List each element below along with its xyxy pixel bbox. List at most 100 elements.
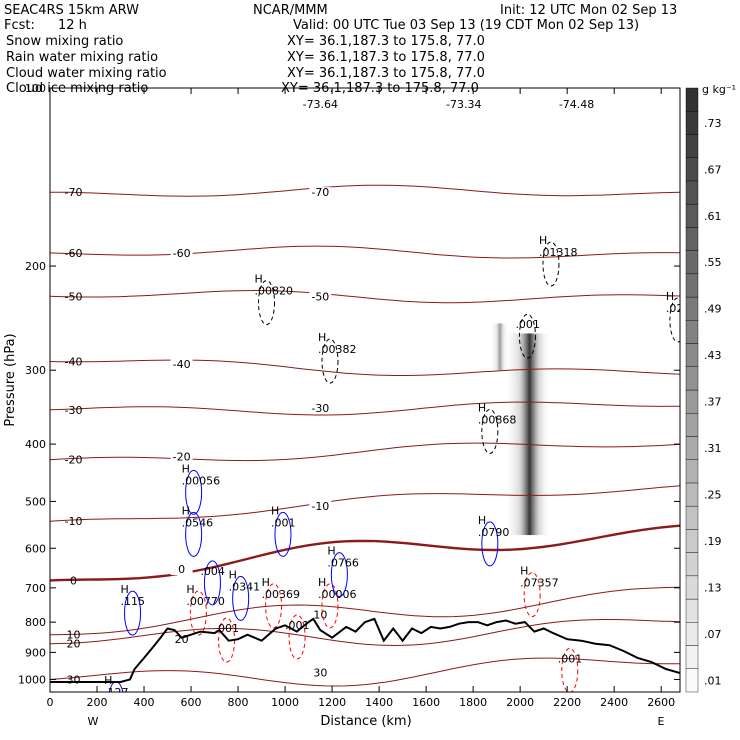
y-tick-label: 700 — [25, 582, 46, 595]
y-tick-label: 300 — [25, 364, 46, 377]
colorbar-cell — [685, 622, 699, 646]
y-tick-label: 500 — [25, 495, 46, 508]
snow-shading-small — [489, 323, 509, 371]
isotherm-label-bg — [309, 187, 332, 199]
plot-frame — [49, 87, 681, 693]
isotherm--20 — [50, 442, 680, 462]
colorbar: .01 .07 .13 .19 .25 .31 .37 .43 .49 .55 .61 .67 .73 g… — [685, 83, 736, 693]
colorbar-tick-label: .61 — [704, 210, 722, 223]
y-tick-label: 600 — [25, 542, 46, 555]
cloud-water-high-marker: H — [271, 504, 279, 517]
isotherm-label-left: -40 — [65, 355, 83, 368]
colorbar-unit: g kg⁻¹ — [702, 83, 736, 96]
rain-contour — [561, 647, 579, 692]
colorbar-cell — [685, 552, 699, 577]
rain-high-marker: H — [262, 576, 270, 589]
snow-contour — [481, 408, 499, 454]
x-tick-label: 1800 — [459, 696, 487, 709]
colorbar-tick-label: .67 — [704, 163, 722, 176]
isotherm-label: 30 — [313, 667, 327, 680]
cloud-water-high-marker: H — [229, 568, 237, 581]
isotherm--10 — [50, 485, 680, 522]
cloud-water-contour — [481, 521, 499, 567]
x-tick-label: 400 — [134, 696, 155, 709]
field-rain-xy: XY= 36.1,187.3 to 175.8, 77.0 — [287, 50, 485, 65]
isotherm-label-bg — [309, 291, 332, 303]
colorbar-cell — [685, 157, 699, 182]
cloud-water-contour — [124, 590, 142, 636]
isotherm--50 — [50, 289, 680, 304]
isotherm-10 — [50, 586, 680, 636]
isotherm--30 — [50, 401, 680, 416]
isotherm-label-left: -70 — [65, 186, 83, 199]
isotherm-label-left: 30 — [67, 673, 81, 686]
rain-max-value: .00006 — [318, 588, 357, 601]
colorbar-tick-label: .55 — [704, 256, 722, 269]
x-tick-label: 600 — [181, 696, 202, 709]
snow-max-value: .00868 — [478, 413, 517, 426]
cloud-water-max-value: .00056 — [182, 474, 221, 487]
colorbar-cell — [685, 134, 699, 158]
colorbar-tick-label: .07 — [704, 628, 722, 641]
snow-high-marker: H — [539, 234, 547, 247]
isotherm--60 — [50, 245, 680, 259]
colorbar-cell — [685, 227, 699, 251]
cloud-water-high-marker: H — [121, 583, 129, 596]
colorbar-tick-label: .31 — [704, 442, 722, 455]
colorbar-tick-label: .49 — [704, 303, 722, 316]
colorbar-tick-label: .37 — [704, 396, 722, 409]
cloud-water-contour — [232, 575, 250, 621]
colorbar-tick-label: .73 — [704, 117, 722, 130]
plot-area: -70 -70 -60 -60 -50 -50 -40 -40 -30 -30 -20 -20 -10 -… — [18, 82, 681, 709]
x-tick-label: 800 — [228, 696, 249, 709]
colorbar-cell — [685, 668, 699, 693]
colorbar-cell — [685, 343, 699, 367]
x-tick-label: 1200 — [318, 696, 346, 709]
isotherm-label-bg — [170, 634, 193, 646]
rain-high-marker: H — [186, 583, 194, 596]
rain-contour — [288, 614, 306, 660]
field-cloud-water-xy: XY= 36.1,187.3 to 175.8, 77.0 — [287, 66, 485, 81]
snow-max-value: .00382 — [318, 343, 357, 356]
colorbar-cell — [685, 482, 699, 507]
cloud-water-high-marker: H — [327, 545, 335, 558]
y-tick-label: 1000 — [18, 673, 46, 686]
colorbar-cell — [685, 366, 699, 391]
x-tick-label: 0 — [47, 696, 54, 709]
cloud-water-contour — [274, 511, 292, 557]
isotherm-label-bg — [309, 667, 332, 679]
rain-max-value: .00770 — [186, 595, 225, 608]
rain-contour — [321, 583, 339, 629]
colorbar-tick-label: .01 — [704, 674, 722, 687]
colorbar-cell — [685, 529, 699, 553]
isotherm-label: 10 — [313, 609, 327, 622]
isotherm-label-bg — [309, 500, 332, 512]
colorbar-cell — [685, 320, 699, 344]
isotherm-label: -60 — [173, 247, 191, 260]
isotherm-30 — [50, 657, 680, 687]
isotherm-label: 0 — [178, 563, 185, 576]
isotherm-label-left: -20 — [65, 454, 83, 467]
isotherm-label-left: -30 — [65, 404, 83, 417]
colorbar-tick-label: .19 — [704, 535, 722, 548]
field-snow-xy: XY= 36.1,187.3 to 175.8, 77.0 — [287, 34, 485, 49]
colorbar-cell — [685, 598, 699, 623]
colorbar-cell — [685, 203, 699, 228]
direction-east: E — [658, 715, 665, 728]
direction-west: W — [88, 715, 99, 728]
cloud-water-high-marker: H — [182, 504, 190, 517]
forecast-label: Fcst: — [4, 18, 35, 33]
snow-max-value: .01318 — [539, 246, 578, 259]
source-title: NCAR/MMM — [253, 3, 328, 18]
isotherm--40 — [50, 359, 680, 376]
x-tick-label: 2200 — [553, 696, 581, 709]
isotherm-label: -10 — [311, 500, 329, 513]
cloud-water-contour — [203, 560, 221, 606]
field-snow-name: Snow mixing ratio — [6, 34, 123, 49]
rain-contour — [265, 583, 283, 629]
temperature-minimum-label: -74.48 — [559, 98, 594, 111]
x-tick-label: 1000 — [271, 696, 299, 709]
y-axis-label: Pressure (hPa) — [3, 333, 18, 426]
colorbar-cell — [685, 389, 699, 414]
